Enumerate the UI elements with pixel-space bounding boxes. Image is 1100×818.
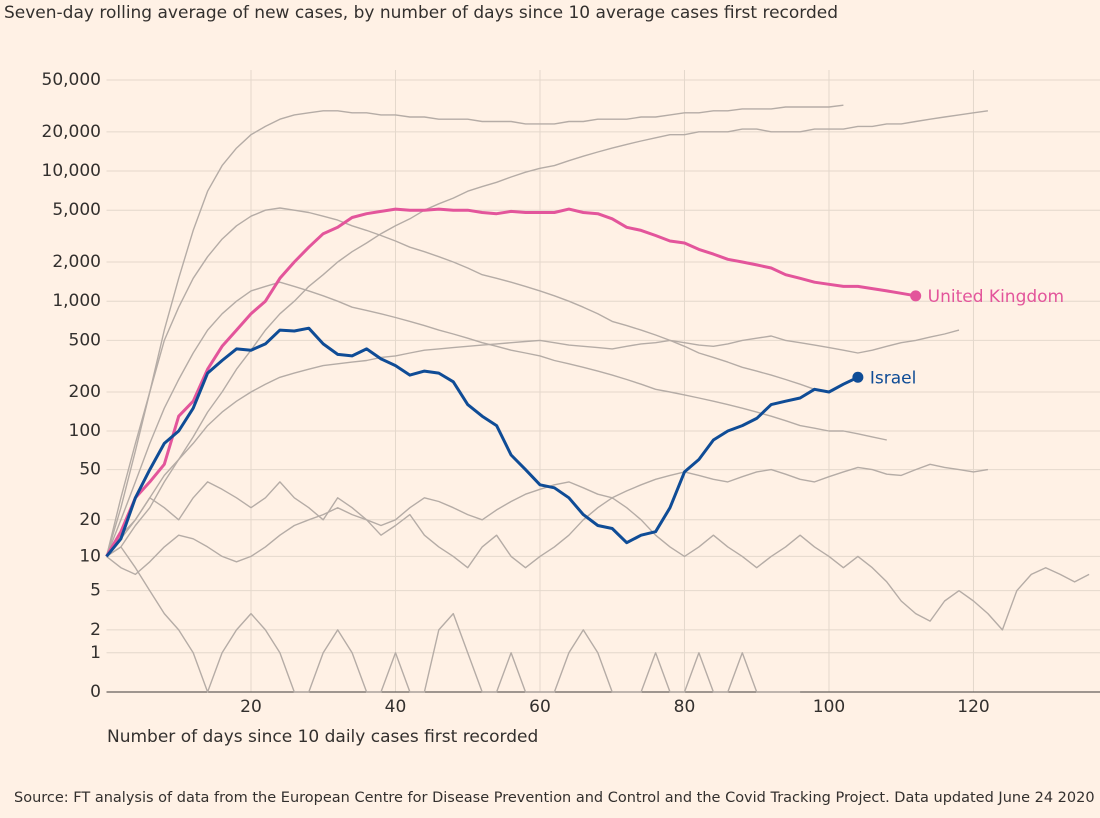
y-tick-label: 100: [69, 421, 101, 441]
x-tick-label: 120: [957, 697, 989, 717]
end-dot: [910, 290, 922, 302]
country-line: [106, 110, 988, 557]
y-tick-label: 1: [90, 643, 101, 663]
grid: 0 1 2 5 10 20 50 100 200 500 1,000 2,000 5,000 10,000…: [42, 70, 1100, 717]
y-tick-label: 50: [79, 460, 101, 480]
x-tick-label: 100: [813, 697, 845, 717]
series-label: United Kingdom: [928, 287, 1064, 307]
y-tick-label: 20,000: [42, 122, 101, 142]
y-tick-label: 20: [79, 510, 101, 530]
country-line: [105, 281, 887, 557]
y-tick-label: 2,000: [52, 252, 101, 272]
series-label: Israel: [870, 368, 916, 388]
x-tick-label: 20: [240, 697, 262, 717]
y-tick-label: 50,000: [42, 70, 101, 90]
y-tick-label: 1,000: [52, 291, 101, 311]
x-tick-label: 80: [674, 697, 696, 717]
country-line: [105, 207, 830, 557]
x-tick-label: 40: [385, 697, 407, 717]
x-axis-title: Number of days since 10 daily cases firs…: [107, 727, 538, 747]
y-tick-label: 5: [90, 581, 101, 601]
y-tick-label: 5,000: [52, 200, 101, 220]
y-tick-label: 200: [69, 382, 101, 402]
x-tick-label: 60: [529, 697, 551, 717]
highlight-line: [105, 326, 859, 558]
end-dot: [852, 371, 864, 383]
source-note: Source: FT analysis of data from the Eur…: [14, 790, 1100, 806]
country-line: [106, 546, 801, 693]
y-tick-label: 500: [69, 330, 101, 350]
highlight-line: [105, 207, 916, 558]
lines: United Kingdom Israel: [105, 104, 1090, 693]
country-line: [105, 104, 844, 557]
chart-title: Seven-day rolling average of new cases, …: [4, 3, 838, 23]
country-line: [105, 329, 960, 557]
country-line: [105, 481, 1090, 631]
y-tick-label: 2: [90, 620, 101, 640]
y-tick-label: 0: [90, 682, 101, 702]
y-tick-label: 10: [79, 546, 101, 566]
y-tick-label: 10,000: [42, 161, 101, 181]
